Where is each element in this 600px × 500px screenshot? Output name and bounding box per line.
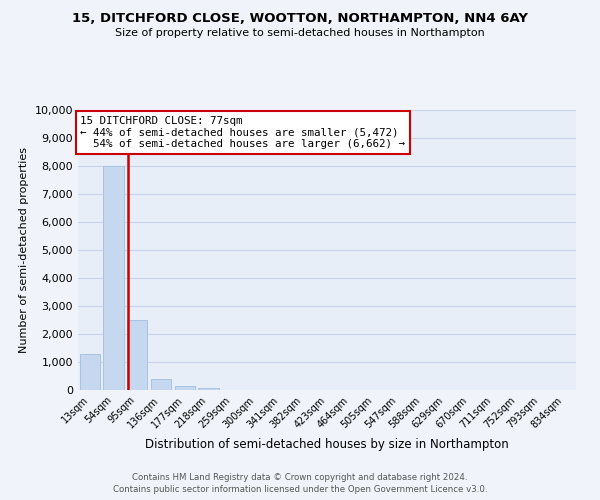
Text: 15 DITCHFORD CLOSE: 77sqm
← 44% of semi-detached houses are smaller (5,472)
  54: 15 DITCHFORD CLOSE: 77sqm ← 44% of semi-… <box>80 116 406 149</box>
Bar <box>175 386 195 390</box>
Bar <box>151 379 171 390</box>
Y-axis label: Number of semi-detached properties: Number of semi-detached properties <box>19 147 29 353</box>
Text: Contains public sector information licensed under the Open Government Licence v3: Contains public sector information licen… <box>113 485 487 494</box>
Text: 15, DITCHFORD CLOSE, WOOTTON, NORTHAMPTON, NN4 6AY: 15, DITCHFORD CLOSE, WOOTTON, NORTHAMPTO… <box>72 12 528 26</box>
Bar <box>80 354 100 390</box>
Bar <box>199 388 218 390</box>
Text: Size of property relative to semi-detached houses in Northampton: Size of property relative to semi-detach… <box>115 28 485 38</box>
X-axis label: Distribution of semi-detached houses by size in Northampton: Distribution of semi-detached houses by … <box>145 438 509 451</box>
Bar <box>103 166 124 390</box>
Bar <box>127 320 148 390</box>
Text: Contains HM Land Registry data © Crown copyright and database right 2024.: Contains HM Land Registry data © Crown c… <box>132 472 468 482</box>
